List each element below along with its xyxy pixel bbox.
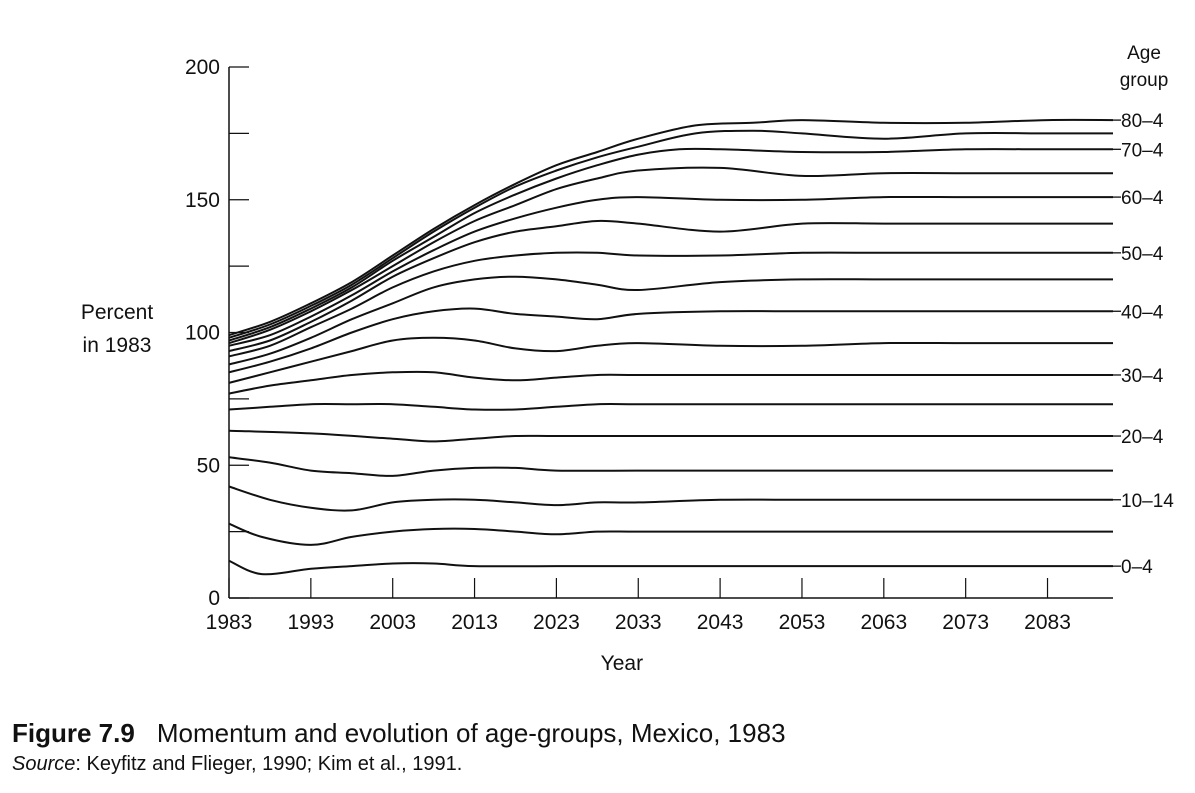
labels-layer: Age group 0–4 10–14 20–4 30–4 40–4 50–4 60–4 70–4… bbox=[1111, 43, 1174, 578]
figure-title: Momentum and evolution of age-groups, Me… bbox=[156, 718, 786, 748]
series-line-15 bbox=[228, 129, 1113, 339]
series-line-12 bbox=[228, 195, 1113, 347]
x-tick-label: 2053 bbox=[779, 611, 826, 634]
series-line-11 bbox=[228, 219, 1113, 353]
figure-caption: Figure 7.9 Momentum and evolution of age-… bbox=[12, 718, 786, 776]
series-label: 0–4 bbox=[1121, 557, 1153, 578]
caption-source-line: Source: Keyfitz and Flieger, 1990; Kim e… bbox=[12, 753, 786, 776]
y-axis-label-line: in 1983 bbox=[83, 334, 152, 357]
series-line-6 bbox=[228, 370, 1113, 395]
x-tick-label: 2043 bbox=[697, 611, 744, 634]
series-label: 10–14 bbox=[1121, 491, 1174, 512]
x-tick-label: 2033 bbox=[615, 611, 662, 634]
x-tick-label: 2083 bbox=[1024, 611, 1071, 634]
series-line-14 bbox=[228, 147, 1113, 342]
series-line-10 bbox=[228, 251, 1113, 358]
series-line-9 bbox=[228, 275, 1113, 366]
source-label: Source bbox=[12, 753, 76, 775]
y-axis-label-line: Percent bbox=[81, 301, 154, 324]
x-tick-label: 2023 bbox=[533, 611, 580, 634]
series-line-8 bbox=[228, 307, 1113, 374]
x-tick-label: 1993 bbox=[287, 611, 334, 634]
series-line-16 bbox=[228, 118, 1114, 337]
series-label: 60–4 bbox=[1121, 188, 1164, 209]
series-line-0 bbox=[228, 559, 1114, 576]
series-label: 30–4 bbox=[1121, 366, 1164, 387]
series-line-5 bbox=[228, 402, 1113, 411]
chart: 1983 1993 2003 2013 2023 2033 2043 2053 2063 2073… bbox=[81, 43, 1174, 675]
x-tick-label: 2063 bbox=[860, 611, 907, 634]
series-line-3 bbox=[228, 456, 1113, 477]
series-line-4 bbox=[228, 429, 1113, 443]
figure-number: Figure 7.9 bbox=[12, 718, 135, 748]
series-label: 20–4 bbox=[1121, 427, 1164, 448]
series-label: 80–4 bbox=[1121, 111, 1164, 132]
y-tick-label: 0 bbox=[208, 587, 220, 610]
series-label: 70–4 bbox=[1121, 140, 1164, 161]
y-tick-label: 200 bbox=[185, 56, 220, 79]
series-line-7 bbox=[228, 336, 1113, 384]
legend-title-line: Age bbox=[1127, 43, 1161, 64]
series-label: 50–4 bbox=[1121, 244, 1164, 265]
source-text: : Keyfitz and Flieger, 1990; Kim et al.,… bbox=[75, 753, 463, 775]
x-tick-label: 1983 bbox=[206, 611, 253, 634]
series-line-13 bbox=[228, 166, 1113, 345]
x-tick-label: 2013 bbox=[451, 611, 498, 634]
series-line-1 bbox=[228, 522, 1113, 546]
axes: 1983 1993 2003 2013 2023 2033 2043 2053 2063 2073… bbox=[81, 56, 1113, 675]
caption-title-line: Figure 7.9 Momentum and evolution of age-… bbox=[12, 718, 786, 749]
y-tick-label: 100 bbox=[185, 322, 220, 345]
series-layer bbox=[228, 118, 1114, 576]
y-tick-label: 50 bbox=[197, 454, 220, 477]
series-label: 40–4 bbox=[1121, 302, 1164, 323]
legend-title-line: group bbox=[1120, 70, 1169, 91]
x-tick-label: 2003 bbox=[369, 611, 416, 634]
x-tick-label: 2073 bbox=[942, 611, 989, 634]
series-line-2 bbox=[228, 485, 1113, 512]
y-tick-label: 150 bbox=[185, 189, 220, 212]
x-axis-label: Year bbox=[601, 652, 643, 675]
